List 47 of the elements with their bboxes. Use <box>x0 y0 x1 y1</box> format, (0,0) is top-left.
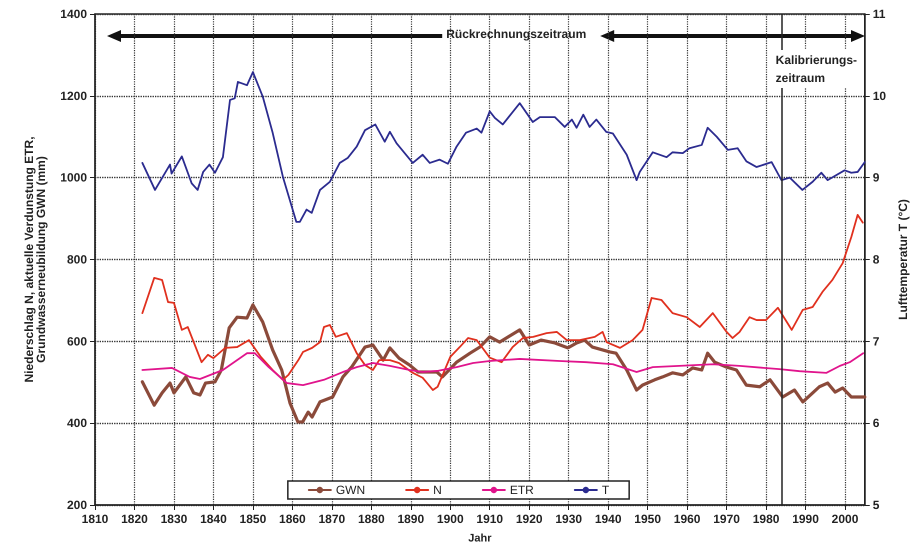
x-axis-title: Jahr <box>468 532 492 544</box>
x-tick-label: 1970 <box>713 512 740 526</box>
annotation: Kalibrierungs- zeitraum <box>776 53 858 85</box>
y2-tick-label: 5 <box>872 498 880 512</box>
x-tick-label: 1900 <box>436 512 464 526</box>
x-tick-label: 1820 <box>121 512 148 526</box>
x-tick-label: 1920 <box>516 512 543 526</box>
y-tick-label: 1200 <box>60 88 88 103</box>
x-tick-label: 1850 <box>240 512 267 526</box>
x-tick-label: 1830 <box>160 512 188 526</box>
y-tick-label: 200 <box>66 498 88 512</box>
y2-axis-title: Lufttemperatur T (°C) <box>896 199 910 320</box>
y2-tick-label: 8 <box>872 252 880 266</box>
legend-label: T <box>602 483 610 497</box>
x-tick-label: 1810 <box>82 512 109 526</box>
x-tick-label: 1930 <box>555 512 582 526</box>
y2-tick-label: 11 <box>872 7 886 21</box>
x-tick-label: 1980 <box>752 512 780 526</box>
x-tick-label: 1950 <box>634 512 662 526</box>
x-tick-label: 1890 <box>397 512 424 526</box>
y-tick-label: 1000 <box>60 170 88 185</box>
x-tick-label: 1880 <box>358 512 385 526</box>
line-series <box>140 303 866 424</box>
y-tick-label: 1400 <box>60 7 88 21</box>
x-tick-label: 1840 <box>200 512 228 526</box>
y-tick-label: 800 <box>66 252 88 266</box>
y-tick-label: 400 <box>66 416 88 430</box>
line-series <box>141 214 864 391</box>
x-tick-label: 1910 <box>476 512 504 526</box>
y2-tick-label: 7 <box>872 334 880 348</box>
legend-label: ETR <box>510 483 534 497</box>
annotation: Rückrechnungszeitraum <box>446 27 586 41</box>
y-tick-label: 600 <box>66 334 88 348</box>
y2-tick-label: 10 <box>872 88 886 103</box>
x-tick-label: 1960 <box>674 512 701 526</box>
x-tick-label: 1860 <box>279 512 306 526</box>
x-tick-label: 1990 <box>792 512 820 526</box>
x-tick-label: 1870 <box>318 512 346 526</box>
y2-tick-label: 6 <box>872 416 880 430</box>
x-tick-label: 1940 <box>594 512 622 526</box>
x-tick-label: 2000 <box>832 512 859 526</box>
line-series <box>141 71 866 223</box>
legend-label: GWN <box>336 483 366 497</box>
legend-label: N <box>433 483 442 497</box>
y2-tick-label: 9 <box>872 170 880 185</box>
line-series <box>141 352 864 386</box>
y-axis-title: Niederschlag N, aktuelle Verdunstung ETR, Grundwasserneubildung GWN (mm) <box>22 136 48 383</box>
